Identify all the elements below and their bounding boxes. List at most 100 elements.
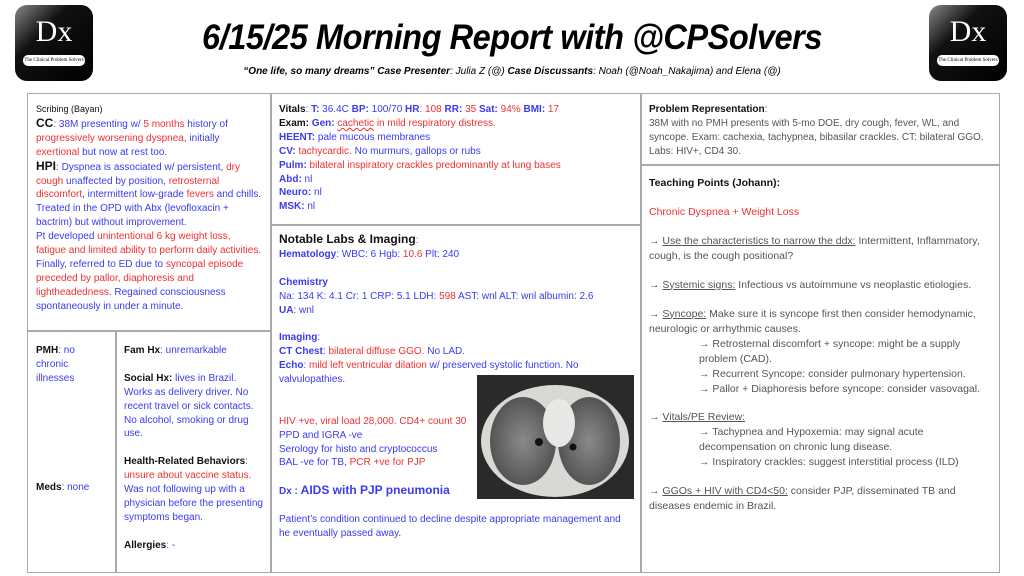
discussants-label: Case Discussants [507, 66, 594, 77]
labs-text: : [303, 360, 310, 372]
exam-line: Vitals: T: 36.4C BP: 100/70 HR: 108 RR: … [279, 103, 633, 117]
history-text: 5 months [143, 118, 185, 130]
cpsolvers-logo-left: Dx The Clinical Problem Solvers [15, 5, 93, 81]
history-text: exertional [36, 146, 80, 158]
history-line: Finally, referred to ED due to syncopal … [36, 258, 263, 314]
labs-text: AIDS with PJP pneumonia [300, 483, 450, 498]
labs-line: Imaging: [279, 331, 633, 345]
history-text: but now at rest too. [79, 146, 168, 158]
labs-text: AST: wnl ALT: wnl albumin: 2.6 [455, 290, 594, 302]
exam-text: : 108 [419, 104, 445, 115]
labs-text: PPD and IGRA -ve [279, 429, 363, 441]
history-text: , intermittent low-grade [82, 189, 187, 201]
labs-text: w/ preserved systolic function. No valvu… [279, 360, 579, 386]
teaching-text: → Tachypnea and Hypoxemia: may signal ac… [699, 426, 924, 454]
logo-tagline: The Clinical Problem Solvers [937, 55, 999, 66]
teaching-text: → Retrosternal discomfort + syncope: mig… [699, 337, 961, 365]
labs-text: UA [279, 304, 294, 316]
social-line: Health-Related Behaviors: unsure about v… [124, 455, 263, 525]
exam-text: 17 [545, 104, 560, 115]
exam-line: Neuro: nl [279, 186, 633, 200]
exam-text: Sat: [479, 104, 498, 115]
spacer [649, 220, 991, 234]
exam-text: HEENT: [279, 131, 316, 143]
labs-text: No LAD. [424, 346, 466, 358]
spacer [649, 264, 991, 278]
pmh-text: PMH: no chronic illnesses [36, 344, 108, 386]
spacer [649, 191, 991, 205]
social-text: Was not following up with a physician be… [124, 484, 263, 523]
exam-line: Abd: nl [279, 173, 633, 187]
spacer [279, 317, 633, 331]
labs-text: Plt: 240 [422, 248, 460, 260]
social-text: unsure about vaccine status. [124, 470, 252, 482]
exam-line: HEENT: pale mucous membranes [279, 131, 633, 145]
teaching-line: Teaching Points (Johann): [649, 176, 991, 191]
labs-line: CT Chest: bilateral diffuse GGO. No LAD. [279, 345, 633, 359]
exam-section: Vitals: T: 36.4C BP: 100/70 HR: 108 RR: … [270, 93, 642, 226]
teaching-line: → Systemic signs: Infectious vs autoimmu… [649, 278, 991, 293]
labs-text: Dx : [279, 486, 301, 498]
logo-text: Dx [35, 15, 73, 48]
social-text: Social Hx: [124, 372, 173, 384]
history-text: : Dyspnea is associated w/ persistent, [56, 161, 227, 173]
exam-text: BP: [351, 104, 369, 115]
exam-text: nl [311, 187, 322, 199]
teaching-line: → Retrosternal discomfort + syncope: mig… [649, 337, 991, 367]
exam-text: pale mucous membranes [315, 131, 431, 143]
teaching-text: → Pallor + Diaphoresis before syncope: c… [699, 382, 981, 395]
social-text: Health-Related Behaviors [124, 456, 246, 468]
labs-text: bilateral diffuse GGO. [328, 346, 425, 358]
labs-imaging-section: Notable Labs & Imaging: Hematology: WBC: … [270, 224, 642, 573]
history-text: Scribing (Bayan) [36, 104, 103, 114]
problem-line: Problem Representation: [649, 103, 991, 117]
teaching-line: → Tachypnea and Hypoxemia: may signal ac… [649, 425, 991, 455]
history-text: progressively worsening dyspnea [36, 132, 184, 144]
meds-line: Meds: none [36, 481, 89, 495]
spacer [279, 499, 633, 513]
spacer [124, 358, 263, 372]
problem-text: : [764, 104, 768, 115]
exam-line: Pulm: bilateral inspiratory crackles pre… [279, 159, 633, 173]
history-line: Scribing (Bayan) [36, 103, 263, 117]
case-quote: “One life, so many dreams” [243, 66, 375, 77]
exam-text: CV: [279, 145, 296, 157]
labs-text: Imaging [279, 332, 318, 344]
exam-text: Exam: [279, 117, 312, 129]
labs-text: : [317, 332, 321, 344]
history-line: CC: 38M presenting w/ 5 months history o… [36, 115, 263, 160]
exam-text: T: [311, 104, 320, 115]
labs-line: Patient’s condition continued to decline… [279, 513, 633, 541]
exam-text: tachycardic. [295, 145, 352, 157]
labs-text: Echo [279, 360, 304, 372]
page-title: 6/15/25 Morning Report with @CPSolvers [201, 18, 822, 57]
teaching-line: → Use the characteristics to narrow the … [649, 234, 991, 264]
history-text: Pt developed [36, 231, 98, 243]
problem-line: 38M with no PMH presents with 5-mo DOE, … [649, 117, 991, 159]
teaching-text: → [649, 307, 663, 320]
teaching-points-section: Teaching Points (Johann): Chronic Dyspnea… [640, 164, 1000, 573]
history-text: CC [36, 115, 54, 130]
labs-line: Notable Labs & Imaging: [279, 232, 633, 248]
history-section: Scribing (Bayan) CC: 38M presenting w/ 5 … [27, 93, 272, 332]
labs-text: CT Chest [279, 346, 323, 358]
teaching-text: → Recurrent Syncope: consider pulmonary … [699, 367, 966, 380]
teaching-text: GGOs + HIV with CD4<50: [662, 485, 788, 498]
spacer [124, 525, 263, 539]
history-text: history of [184, 118, 228, 130]
labs-text: : [322, 346, 329, 358]
problem-text: 38M with no PMH presents with 5-mo DOE, … [649, 117, 984, 157]
teaching-text: → [649, 411, 663, 424]
labs-text: : WBC: 6 Hgb: [336, 248, 403, 260]
problem-representation-section: Problem Representation: 38M with no PMH p… [640, 93, 1000, 166]
pmh-text: PMH [36, 345, 59, 356]
teaching-text: Intermittent, Inflammatory, cough, is th… [649, 234, 980, 262]
exam-text: bilateral inspiratory crackles predomina… [306, 159, 561, 171]
meds-text: Meds [36, 482, 62, 493]
exam-text: nl [301, 173, 313, 185]
social-line: Social Hx: lives in Brazil. Works as del… [124, 372, 263, 442]
exam-text: 100/70 [368, 104, 406, 115]
exam-text: 94% [497, 104, 524, 115]
teaching-text: Teaching Points (Johann): [649, 177, 781, 189]
labs-line: Hematology: WBC: 6 Hgb: 10.6 Plt: 240 [279, 248, 633, 262]
